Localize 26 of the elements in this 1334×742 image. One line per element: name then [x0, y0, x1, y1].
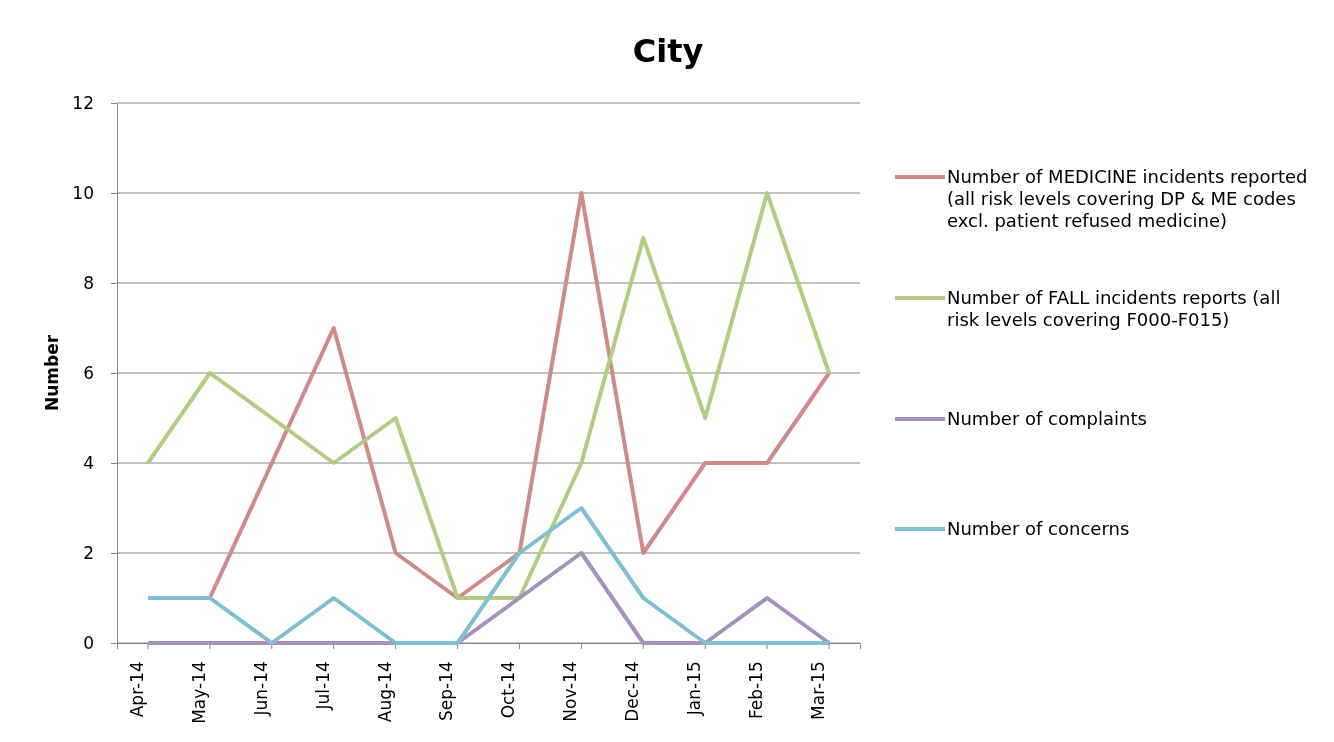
x-tick-label: Sep-14: [436, 661, 457, 722]
chart-title: City: [632, 32, 704, 70]
y-axis-title: Number: [42, 334, 62, 412]
legend-label: Number of FALL incidents reports (all risk levels covering F000-F015): [947, 287, 1281, 330]
line-series: [145, 506, 832, 645]
y-tick-label: 2: [83, 542, 94, 563]
x-tick-label: May-14: [188, 661, 209, 724]
y-tick-label: 8: [83, 272, 94, 293]
x-tick-label: Aug-14: [374, 661, 395, 723]
x-tick-label: Feb-15: [746, 661, 767, 720]
legend-label: Number of MEDICINE incidents reported (all risk levels covering DP & ME codes excl. patient refused medicine): [947, 166, 1308, 231]
x-tick-label: Jul-14: [312, 661, 333, 711]
x-tick-label: Apr-14: [126, 661, 147, 718]
x-tick-label: Jan-15: [684, 661, 705, 717]
x-tick-label: Dec-14: [622, 661, 643, 722]
y-tick-label: 12: [72, 92, 94, 113]
y-tick-label: 4: [83, 452, 94, 473]
x-tick-label: Jun-14: [250, 661, 271, 717]
legend-label: Number of complaints: [947, 408, 1147, 429]
y-tick-label: 0: [83, 632, 94, 653]
legend-label: Number of concerns: [947, 518, 1130, 539]
x-tick-label: Oct-14: [498, 661, 519, 719]
x-tick-label: Nov-14: [560, 661, 581, 722]
y-tick-label: 6: [83, 362, 94, 383]
x-tick-label: Mar-15: [807, 661, 828, 720]
y-tick-label: 10: [72, 182, 94, 203]
